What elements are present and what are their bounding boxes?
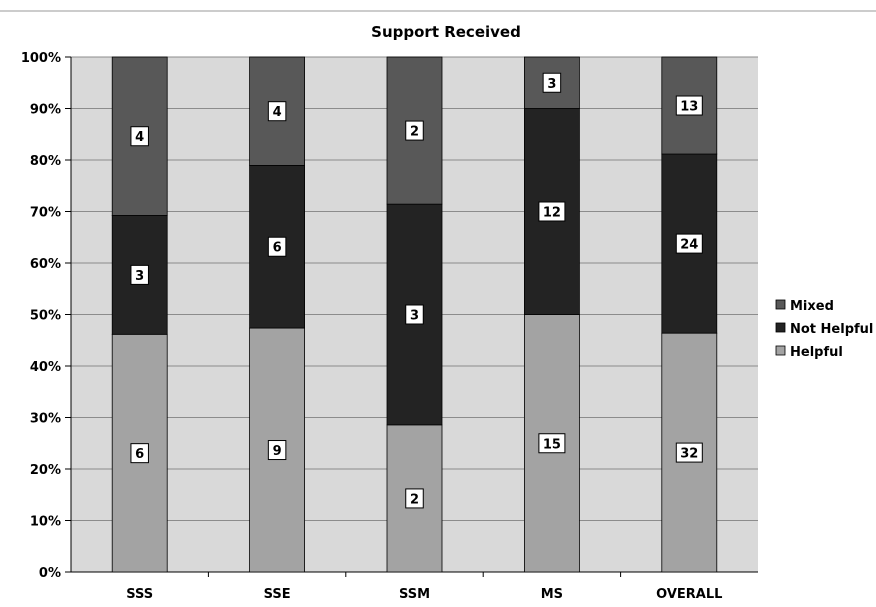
- x-category-label: SSS: [126, 587, 153, 602]
- legend-label: Helpful: [790, 345, 843, 360]
- y-tick-label: 100%: [21, 51, 61, 66]
- x-category-label: OVERALL: [656, 587, 722, 602]
- y-tick-label: 40%: [30, 360, 61, 375]
- y-tick-label: 70%: [30, 206, 61, 221]
- data-label: 3: [410, 309, 419, 324]
- data-label: 3: [547, 77, 556, 92]
- legend-swatch: [776, 323, 785, 332]
- y-tick-label: 30%: [30, 412, 61, 427]
- x-category-label: SSM: [399, 587, 430, 602]
- x-category-label: MS: [541, 587, 563, 602]
- legend-swatch: [776, 300, 785, 309]
- y-tick-label: 10%: [30, 515, 61, 530]
- data-label: 2: [410, 125, 419, 140]
- legend-label: Mixed: [790, 299, 834, 314]
- data-label: 6: [135, 447, 144, 462]
- y-tick-label: 0%: [39, 566, 61, 581]
- y-tick-label: 20%: [30, 463, 61, 478]
- y-tick-label: 80%: [30, 154, 61, 169]
- data-label: 4: [273, 105, 282, 120]
- y-tick-label: 60%: [30, 257, 61, 272]
- data-label: 32: [680, 447, 698, 462]
- data-label: 12: [543, 206, 561, 221]
- x-axis: SSS SSE SSM MS OVERALL: [126, 587, 722, 602]
- data-label: 4: [135, 130, 144, 145]
- data-label: 24: [680, 238, 698, 253]
- y-tick-label: 50%: [30, 309, 61, 324]
- x-category-label: SSE: [264, 587, 291, 602]
- data-label: 9: [273, 444, 282, 459]
- data-label: 15: [543, 437, 561, 452]
- legend: Mixed Not Helpful Helpful: [776, 299, 873, 360]
- y-tick-label: 90%: [30, 103, 61, 118]
- chart-title: Support Received: [371, 23, 521, 41]
- data-label: 13: [680, 100, 698, 115]
- legend-label: Not Helpful: [790, 322, 873, 337]
- data-label: 6: [273, 241, 282, 256]
- legend-swatch: [776, 346, 785, 355]
- data-label: 2: [410, 492, 419, 507]
- data-label: 3: [135, 269, 144, 284]
